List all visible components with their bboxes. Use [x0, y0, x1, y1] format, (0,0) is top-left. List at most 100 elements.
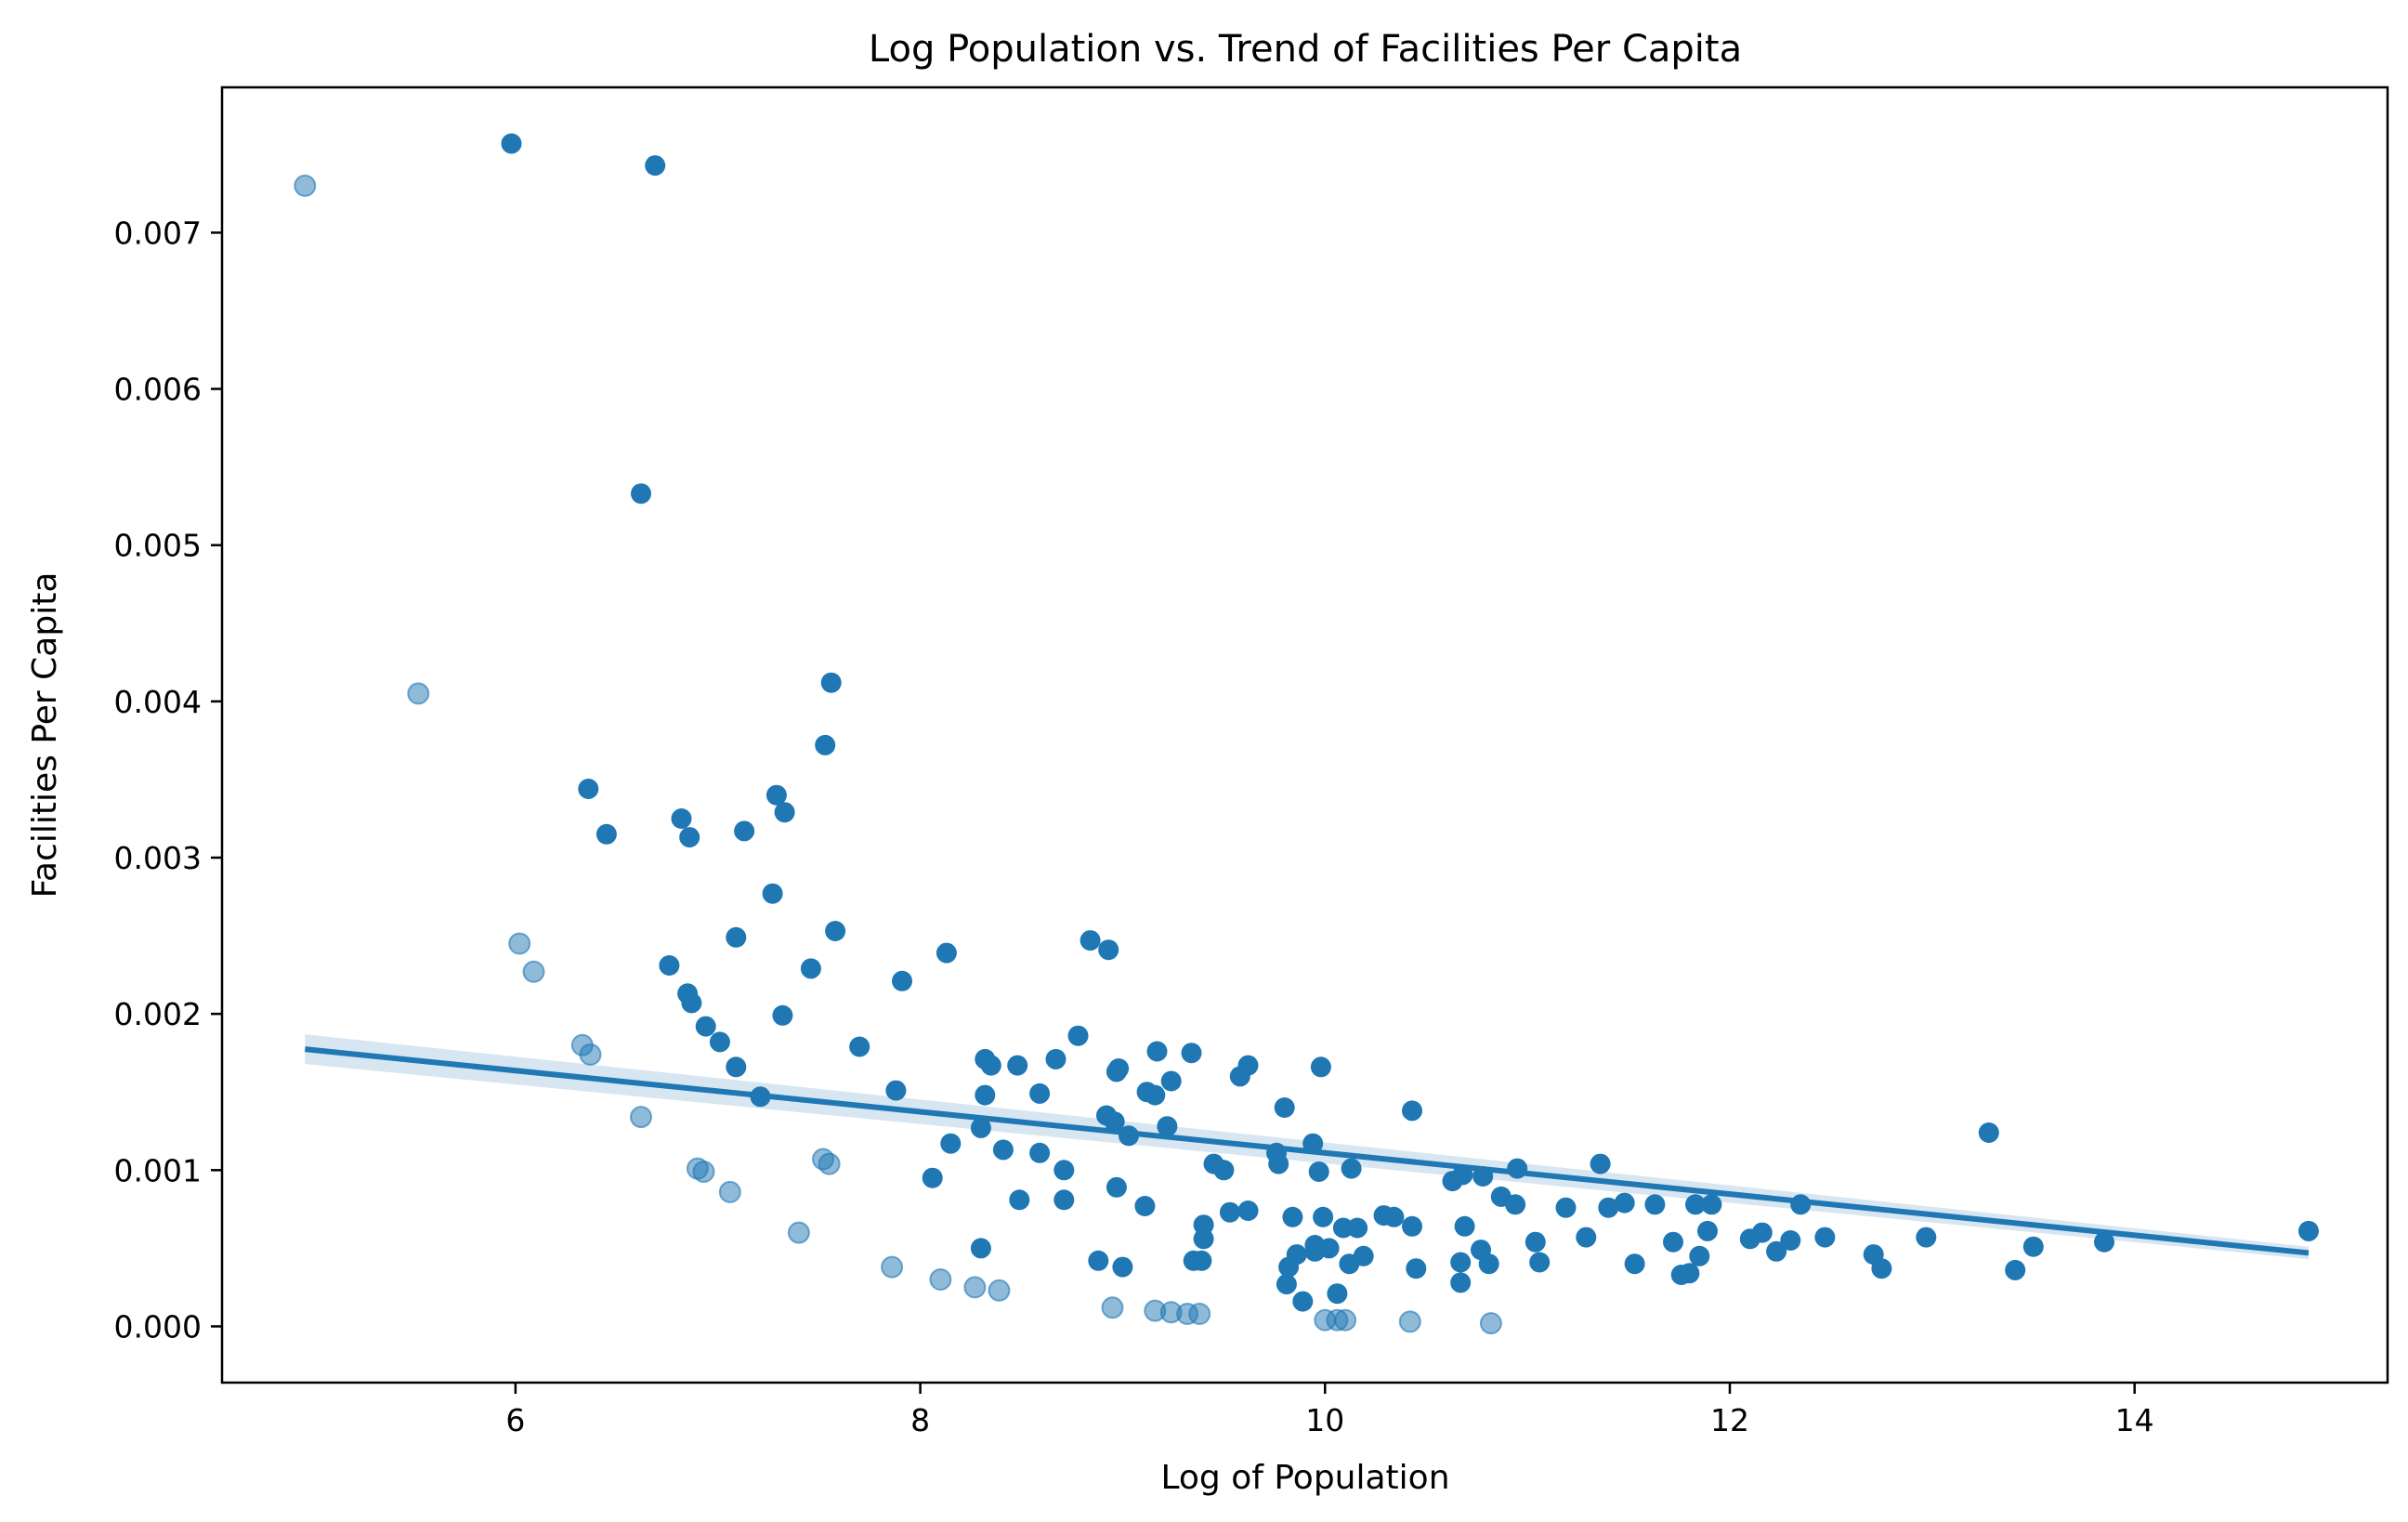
data-point	[1406, 1258, 1427, 1279]
data-point	[1341, 1158, 1362, 1179]
data-point	[936, 942, 957, 964]
data-point	[1191, 1250, 1212, 1271]
data-point	[1029, 1142, 1051, 1163]
data-point	[1098, 939, 1119, 961]
data-point	[1402, 1100, 1422, 1122]
faded-data-point	[988, 1279, 1011, 1302]
y-tick-label: 0.007	[114, 215, 202, 251]
data-point	[1505, 1194, 1526, 1215]
faded-data-point	[1334, 1308, 1357, 1332]
data-point	[1598, 1197, 1619, 1218]
faded-data-point	[692, 1161, 715, 1183]
data-point	[1347, 1217, 1368, 1239]
data-point	[772, 1004, 793, 1026]
data-point	[1590, 1153, 1611, 1174]
data-point	[1701, 1194, 1722, 1215]
data-point	[1442, 1171, 1463, 1192]
data-point	[1160, 1070, 1182, 1092]
data-point	[1450, 1272, 1472, 1293]
data-point	[1327, 1283, 1348, 1305]
data-point	[1313, 1206, 1334, 1227]
data-point	[1278, 1256, 1300, 1278]
data-point	[825, 921, 846, 941]
data-point	[992, 1139, 1014, 1161]
data-point	[774, 802, 795, 823]
plot-area	[294, 133, 2319, 1335]
data-point	[726, 926, 747, 948]
plot-frame	[220, 85, 2389, 1384]
data-point	[1814, 1227, 1836, 1248]
data-point	[1614, 1192, 1635, 1214]
data-point	[1054, 1189, 1075, 1211]
data-point	[1134, 1196, 1156, 1216]
data-point	[1193, 1214, 1214, 1236]
data-point	[1088, 1250, 1109, 1271]
data-point	[1292, 1291, 1314, 1312]
y-tick-label: 0.006	[114, 372, 202, 408]
y-tick-label: 0.002	[114, 996, 202, 1032]
data-point	[975, 1084, 996, 1106]
data-point	[762, 883, 783, 904]
x-axis-ticks: 6 8 10 12 14	[505, 1383, 2154, 1438]
regression-line-layer	[305, 1046, 2310, 1256]
data-point	[1697, 1220, 1718, 1241]
faded-data-point	[1101, 1296, 1124, 1319]
faded-data-point	[881, 1255, 904, 1279]
data-point	[1106, 1176, 1127, 1198]
data-point	[1237, 1201, 1259, 1221]
faded-data-point	[294, 174, 317, 197]
data-point	[940, 1133, 962, 1154]
data-point	[1339, 1253, 1360, 1275]
data-point	[970, 1117, 991, 1138]
data-point	[1555, 1197, 1577, 1218]
data-point	[1219, 1201, 1240, 1223]
y-axis-ticks: 0.000 0.001 0.002 0.003 0.004 0.005 0.006 0.007	[114, 215, 222, 1345]
data-point	[1145, 1084, 1166, 1106]
data-point	[2005, 1259, 2026, 1280]
y-tick-label: 0.000	[114, 1308, 202, 1345]
data-point	[1007, 1055, 1028, 1076]
data-point	[1112, 1256, 1133, 1278]
data-point	[1780, 1230, 1801, 1251]
data-point	[709, 1031, 730, 1053]
data-point	[501, 133, 522, 154]
data-point	[980, 1055, 1001, 1076]
data-point	[970, 1238, 991, 1259]
data-point	[1104, 1111, 1125, 1133]
x-tick-label: 12	[1710, 1402, 1749, 1438]
data-point	[659, 955, 680, 976]
data-point	[1871, 1258, 1892, 1279]
data-point	[595, 823, 617, 845]
data-point	[1009, 1189, 1030, 1211]
data-point	[1181, 1043, 1202, 1064]
faded-data-point	[579, 1043, 602, 1066]
data-point	[1402, 1215, 1422, 1237]
faded-data-point	[929, 1268, 952, 1291]
faded-data-point	[630, 1106, 652, 1129]
data-point	[631, 483, 651, 505]
data-point	[1978, 1122, 1999, 1143]
faded-data-point	[508, 932, 531, 955]
x-tick-label: 6	[505, 1402, 525, 1438]
data-point	[1450, 1252, 1472, 1273]
data-point	[695, 1016, 716, 1037]
data-point	[1193, 1228, 1214, 1250]
y-tick-label: 0.005	[114, 528, 202, 564]
data-point	[1229, 1066, 1250, 1087]
data-point	[1689, 1245, 1710, 1266]
data-point	[1029, 1082, 1051, 1104]
data-point	[2298, 1220, 2319, 1241]
data-point	[1679, 1263, 1700, 1284]
data-point	[1525, 1231, 1546, 1253]
data-point	[1276, 1274, 1297, 1295]
data-point	[1310, 1056, 1331, 1078]
faded-data-point	[963, 1276, 987, 1299]
x-tick-label: 10	[1305, 1402, 1344, 1438]
data-point	[1108, 1058, 1130, 1079]
faded-data-point	[818, 1152, 841, 1175]
data-point	[1916, 1227, 1937, 1248]
data-point	[2094, 1231, 2114, 1253]
faded-data-point	[1479, 1312, 1502, 1335]
x-tick-label: 8	[910, 1402, 930, 1438]
data-point	[1576, 1227, 1597, 1248]
